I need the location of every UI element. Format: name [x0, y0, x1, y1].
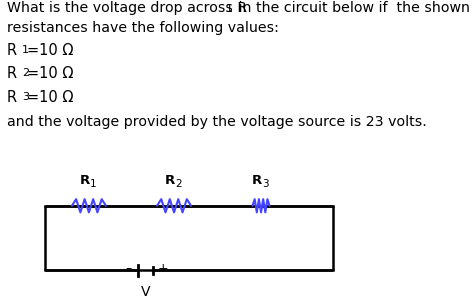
- Text: 1: 1: [22, 45, 29, 55]
- Text: R: R: [7, 66, 17, 81]
- Text: R: R: [252, 174, 262, 188]
- Text: –: –: [126, 262, 132, 275]
- Text: +: +: [157, 262, 168, 275]
- Text: 3: 3: [262, 179, 268, 189]
- Text: in the circuit below if  the shown: in the circuit below if the shown: [234, 2, 470, 15]
- Text: =10 Ω: =10 Ω: [27, 90, 73, 105]
- Text: 2: 2: [22, 68, 29, 78]
- Text: R: R: [80, 174, 90, 188]
- Text: =10 Ω: =10 Ω: [27, 66, 73, 81]
- Text: What is the voltage drop across R: What is the voltage drop across R: [7, 2, 247, 15]
- Text: resistances have the following values:: resistances have the following values:: [7, 20, 279, 35]
- Text: R: R: [164, 174, 175, 188]
- Text: 1: 1: [226, 4, 233, 14]
- Text: =10 Ω: =10 Ω: [27, 43, 73, 57]
- Text: and the voltage provided by the voltage source is 23 volts.: and the voltage provided by the voltage …: [7, 115, 427, 129]
- Text: 2: 2: [175, 179, 182, 189]
- Text: 3: 3: [22, 92, 29, 102]
- Text: R: R: [7, 90, 17, 105]
- Text: R: R: [7, 43, 17, 57]
- Text: 1: 1: [90, 179, 96, 189]
- Text: V: V: [141, 285, 150, 299]
